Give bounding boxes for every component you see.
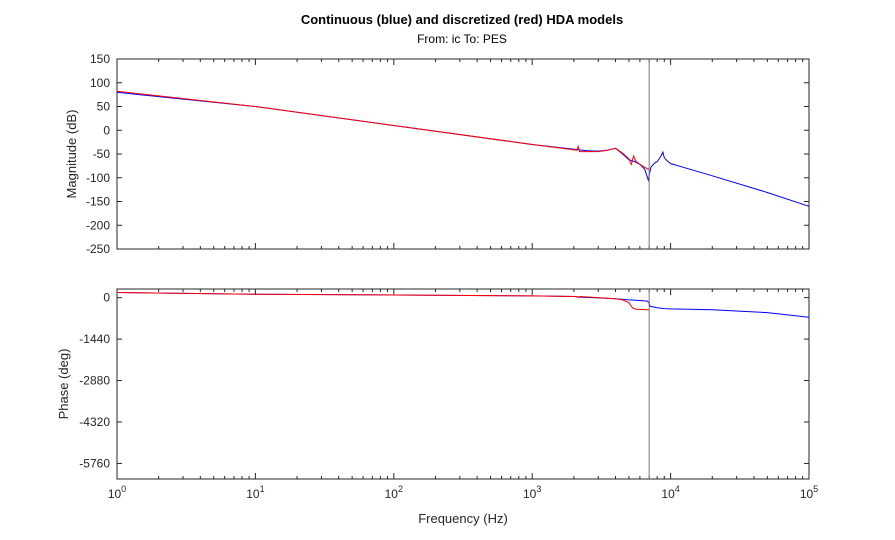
y-tick-label: -100: [86, 171, 110, 185]
y-tick-label: 0: [103, 291, 110, 305]
continuous-line-phase: [116, 292, 810, 318]
y-tick-label: 150: [90, 52, 110, 66]
phase-axes-box: [116, 288, 810, 480]
y-tick-label: -150: [86, 195, 110, 209]
phase-y-label: Phase (deg): [56, 349, 71, 420]
y-tick-label: -2880: [79, 374, 110, 388]
y-tick-label: -4320: [79, 415, 110, 429]
continuous-line-magnitude: [116, 91, 810, 207]
phase-panel: 0 -1440 -2880 -4320 -5760 Phase (deg): [56, 288, 810, 480]
x-tick-label: 102: [385, 484, 403, 501]
discretized-line-phase: [116, 292, 650, 311]
y-tick-label: -5760: [79, 456, 110, 470]
y-tick-label: -50: [93, 147, 111, 161]
x-tick-label: 100: [108, 484, 126, 501]
discretized-line-magnitude: [116, 90, 650, 170]
chart-title: Continuous (blue) and discretized (red) …: [301, 12, 623, 27]
x-tick-label: 105: [800, 484, 818, 501]
magnitude-axes-box: [116, 58, 810, 250]
y-tick-label: -1440: [79, 332, 110, 346]
x-tick-label: 101: [246, 484, 264, 501]
y-tick-label: 0: [103, 123, 110, 137]
magnitude-panel: 150 100 50 0 -50 -100 -150 -200 -250 Magnitude (…: [64, 52, 810, 256]
x-tick-label: 103: [523, 484, 541, 501]
x-axis-label: Frequency (Hz): [418, 511, 508, 526]
chart-subtitle: From: ic To: PES: [417, 32, 507, 46]
y-tick-label: -200: [86, 218, 110, 232]
magnitude-y-label: Magnitude (dB): [64, 110, 79, 199]
y-tick-label: -250: [86, 242, 110, 256]
y-tick-label: 100: [90, 76, 110, 90]
x-tick-label: 104: [661, 484, 679, 501]
x-tick-labels: 100 101 102 103 104 105: [108, 484, 818, 501]
y-tick-label: 50: [97, 100, 111, 114]
